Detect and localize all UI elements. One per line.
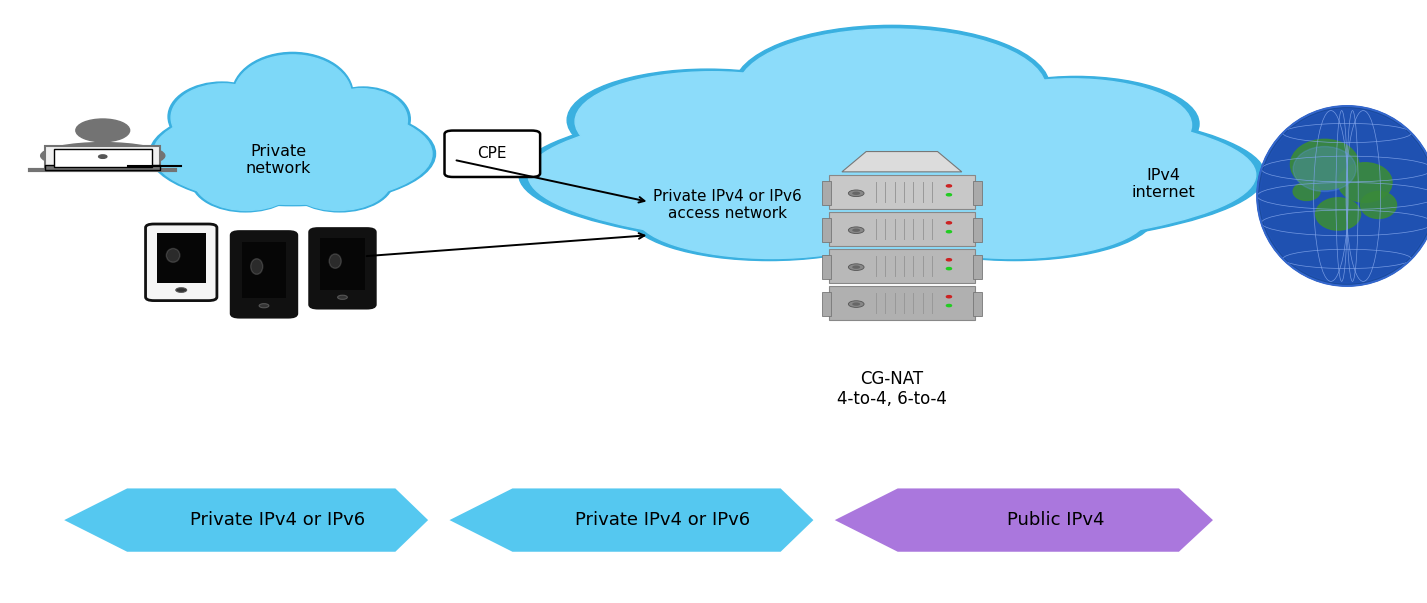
Circle shape (946, 185, 952, 187)
Ellipse shape (1293, 147, 1356, 192)
FancyBboxPatch shape (231, 232, 297, 317)
Ellipse shape (191, 150, 300, 212)
Text: CPE: CPE (478, 147, 507, 161)
Polygon shape (44, 143, 161, 162)
Ellipse shape (1290, 139, 1359, 190)
Polygon shape (842, 151, 962, 172)
Ellipse shape (1339, 163, 1391, 202)
Ellipse shape (171, 84, 275, 151)
FancyBboxPatch shape (829, 212, 975, 246)
Text: Private
network: Private network (245, 144, 311, 176)
Circle shape (260, 304, 268, 308)
Ellipse shape (330, 254, 341, 268)
Ellipse shape (317, 87, 411, 151)
Ellipse shape (285, 150, 391, 210)
Circle shape (946, 194, 952, 196)
Circle shape (848, 301, 863, 308)
FancyBboxPatch shape (973, 292, 982, 316)
Text: Public IPv4: Public IPv4 (1006, 511, 1104, 529)
Ellipse shape (251, 259, 263, 274)
Circle shape (946, 295, 952, 298)
FancyBboxPatch shape (822, 292, 831, 316)
Ellipse shape (875, 169, 1156, 260)
Ellipse shape (168, 82, 275, 151)
Ellipse shape (519, 98, 1264, 251)
Circle shape (946, 259, 952, 261)
FancyBboxPatch shape (46, 146, 160, 169)
Circle shape (946, 305, 952, 307)
FancyBboxPatch shape (444, 131, 539, 177)
Ellipse shape (1257, 106, 1427, 286)
FancyBboxPatch shape (54, 149, 151, 167)
Circle shape (946, 230, 952, 233)
Ellipse shape (315, 89, 408, 151)
Circle shape (176, 288, 187, 292)
Circle shape (946, 222, 952, 224)
FancyBboxPatch shape (822, 181, 831, 205)
Ellipse shape (167, 248, 180, 262)
Text: Private IPv4 or IPv6
access network: Private IPv4 or IPv6 access network (654, 189, 802, 221)
Polygon shape (64, 488, 428, 552)
Circle shape (852, 265, 860, 269)
Circle shape (338, 295, 347, 299)
Text: CG-NAT
4-to-4, 6-to-4: CG-NAT 4-to-4, 6-to-4 (838, 370, 946, 408)
Ellipse shape (575, 72, 849, 171)
FancyBboxPatch shape (829, 249, 975, 283)
Circle shape (946, 268, 952, 270)
Ellipse shape (953, 77, 1199, 171)
Ellipse shape (628, 169, 909, 260)
FancyBboxPatch shape (157, 233, 205, 283)
Text: Private IPv4 or IPv6: Private IPv4 or IPv6 (575, 511, 751, 529)
FancyBboxPatch shape (822, 255, 831, 279)
Ellipse shape (150, 102, 435, 206)
Ellipse shape (234, 55, 351, 137)
FancyBboxPatch shape (320, 238, 365, 290)
Text: Private IPv4 or IPv6: Private IPv4 or IPv6 (190, 511, 365, 529)
Ellipse shape (528, 100, 1256, 250)
Circle shape (848, 227, 863, 233)
Polygon shape (450, 488, 813, 552)
FancyBboxPatch shape (973, 181, 982, 205)
Circle shape (852, 192, 860, 195)
Ellipse shape (285, 150, 394, 212)
Ellipse shape (233, 52, 352, 136)
Ellipse shape (1316, 198, 1360, 230)
Ellipse shape (194, 150, 300, 210)
Ellipse shape (1360, 192, 1397, 218)
FancyBboxPatch shape (973, 255, 982, 279)
Circle shape (848, 190, 863, 197)
Ellipse shape (153, 103, 432, 204)
FancyBboxPatch shape (46, 165, 160, 170)
FancyBboxPatch shape (822, 218, 831, 242)
Circle shape (98, 155, 107, 159)
Ellipse shape (1260, 109, 1427, 283)
FancyBboxPatch shape (146, 224, 217, 301)
Text: IPv4
internet: IPv4 internet (1132, 168, 1194, 200)
FancyBboxPatch shape (973, 218, 982, 242)
Ellipse shape (875, 169, 1149, 259)
Ellipse shape (738, 29, 1046, 150)
Ellipse shape (635, 169, 909, 259)
Ellipse shape (40, 142, 164, 169)
Ellipse shape (952, 79, 1192, 171)
Ellipse shape (1293, 183, 1320, 200)
Ellipse shape (733, 25, 1050, 150)
Circle shape (848, 264, 863, 271)
Polygon shape (835, 488, 1213, 552)
Circle shape (852, 229, 860, 232)
Circle shape (76, 119, 130, 142)
FancyBboxPatch shape (829, 286, 975, 320)
FancyBboxPatch shape (241, 242, 287, 297)
FancyBboxPatch shape (310, 229, 375, 308)
FancyBboxPatch shape (829, 175, 975, 209)
Ellipse shape (567, 69, 848, 171)
Circle shape (852, 302, 860, 306)
